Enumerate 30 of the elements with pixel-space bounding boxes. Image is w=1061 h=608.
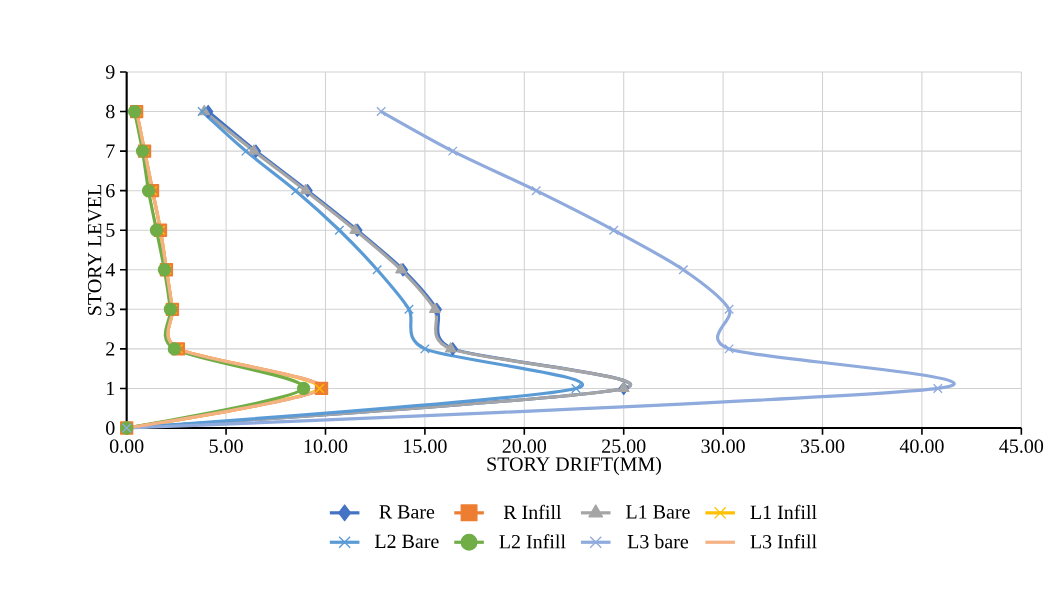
x-tick-label: 15.00 <box>404 439 447 453</box>
legend-label: L1 Bare <box>626 505 690 519</box>
x-tick-label: 45.00 <box>999 439 1044 453</box>
x-tick-label: 5.00 <box>209 439 243 453</box>
y-tick-label: 5 <box>106 223 115 237</box>
y-tick-label: 8 <box>106 104 115 119</box>
y-tick-label: 2 <box>106 342 115 356</box>
y-tick-label: 3 <box>106 302 115 317</box>
y-tick-label: 9 <box>105 65 115 79</box>
y-tick-label: 4 <box>105 263 115 277</box>
x-tick-label: 40.00 <box>899 439 944 453</box>
legend-label: R Infill <box>503 504 562 519</box>
legend-label: L3 bare <box>627 534 689 549</box>
y-axis-title: STORY LEVEL <box>87 185 102 315</box>
x-tick-label: 20.00 <box>502 439 547 453</box>
x-tick-label: 0.00 <box>109 439 144 453</box>
x-tick-label: 10.00 <box>304 439 348 453</box>
y-tick-label: 6 <box>106 183 115 198</box>
x-axis-title: STORY DRIFT(MM) <box>487 456 661 475</box>
x-tick-label: 25.00 <box>602 439 646 453</box>
x-tick-label: 30.00 <box>701 439 745 453</box>
legend-label: L2 Bare <box>374 534 439 549</box>
y-tick-label: 1 <box>107 381 115 396</box>
x-tick-label: 35.00 <box>800 439 845 453</box>
legend-label: L1 Infill <box>750 504 817 519</box>
legend-label: L3 Infill <box>750 534 817 549</box>
y-tick-label: 7 <box>106 144 115 158</box>
legend-label: R Bare <box>379 505 435 519</box>
legend-label: L2 Infill <box>499 534 566 549</box>
y-tick-label: 0 <box>106 421 115 435</box>
